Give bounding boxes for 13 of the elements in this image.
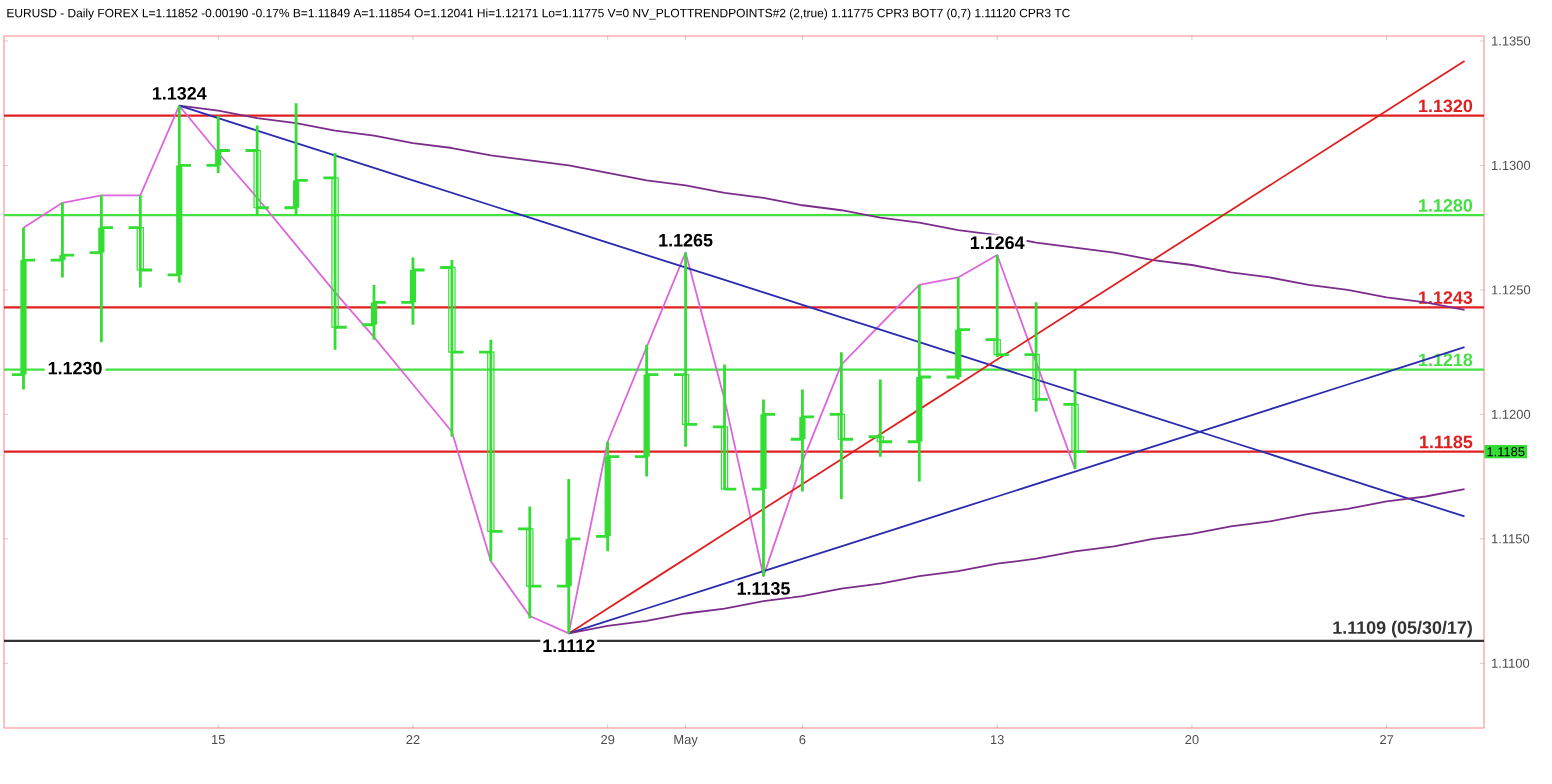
ref-line-label: 1.1109 (05/30/17)	[1333, 620, 1472, 638]
ref-line-label: 1.1320	[1419, 99, 1473, 113]
annotation: 1.1264	[970, 236, 1025, 250]
annotation: 1.1230	[48, 361, 102, 375]
ref-line-label: 1.1243	[1419, 291, 1473, 304]
ref-line-label: 1.1280	[1419, 199, 1473, 212]
annotation: 1.1112	[543, 639, 595, 652]
annotation: 1.1324	[152, 86, 207, 100]
annotation: 1.1135	[737, 582, 790, 595]
ref-line-label: 1.1218	[1419, 353, 1473, 367]
ref-line-label: 1.1185	[1420, 435, 1473, 449]
annotation: 1.1265	[659, 233, 713, 247]
line-series	[22, 104, 1076, 635]
